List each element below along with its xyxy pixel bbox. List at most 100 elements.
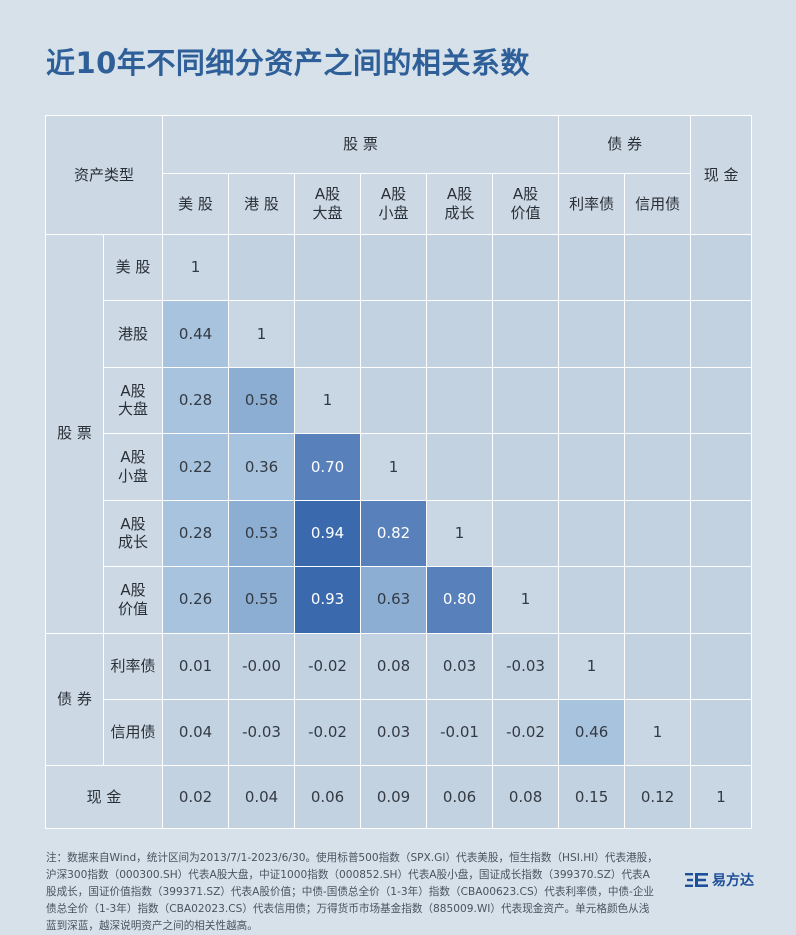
heatmap-cell: 0.04	[228, 765, 296, 829]
empty-cell	[360, 366, 428, 435]
col-header-a-large: A股 大盘	[294, 173, 362, 235]
header-corner: 资产类型	[44, 115, 164, 235]
row-label-a-growth: A股 成长	[102, 499, 164, 568]
row-label-a-value-line1: A股	[120, 581, 146, 600]
col-header-rate-bond: 利率债	[558, 173, 626, 235]
empty-cell	[360, 300, 428, 368]
row-label-a-small-line1: A股	[120, 448, 146, 467]
empty-cell	[492, 233, 560, 302]
heatmap-cell: 1	[228, 300, 296, 368]
empty-cell	[558, 499, 626, 568]
heatmap-cell: 0.12	[624, 765, 692, 829]
page-title: 近10年不同细分资产之间的相关系数	[46, 46, 530, 80]
heatmap-cell: -0.03	[228, 698, 296, 767]
heatmap-cell: 0.82	[360, 499, 428, 568]
heatmap-cell: -0.03	[492, 632, 560, 701]
row-label-a-large-line2: 大盘	[118, 400, 149, 419]
heatmap-cell: 0.02	[162, 765, 230, 829]
row-group-stocks: 股 票	[45, 233, 104, 634]
empty-cell	[624, 233, 692, 302]
heatmap-cell: -0.01	[426, 698, 494, 767]
empty-cell	[426, 366, 494, 435]
col-header-hk: 港 股	[228, 173, 296, 235]
empty-cell	[360, 233, 428, 302]
footnote: 注：数据来自Wind，统计区间为2013/7/1-2023/6/30。使用标普5…	[46, 852, 658, 932]
empty-cell	[558, 566, 626, 634]
empty-cell	[690, 300, 753, 368]
empty-cell	[558, 366, 626, 435]
col-header-a-growth-line2: 成长	[444, 204, 475, 223]
heatmap-cell: -0.02	[294, 698, 362, 767]
row-label-us: 美 股	[102, 233, 164, 302]
heatmap-cell: 0.22	[162, 433, 230, 501]
col-header-a-small-line2: 小盘	[378, 204, 409, 223]
row-label-a-growth-line2: 成长	[118, 533, 149, 552]
heatmap-cell: -0.02	[492, 698, 560, 767]
heatmap-cell: 1	[624, 698, 692, 767]
col-header-a-value-line1: A股	[512, 185, 539, 204]
heatmap-cell: 0.28	[162, 366, 230, 435]
heatmap-cell: 0.03	[360, 698, 428, 767]
heatmap-cell: 0.93	[294, 566, 362, 634]
heatmap-cell: 1	[690, 765, 753, 829]
header-stocks-group: 股 票	[162, 114, 560, 175]
efund-logo-icon	[685, 873, 708, 887]
empty-cell	[690, 233, 753, 302]
heatmap-cell: 0.44	[162, 300, 230, 368]
heatmap-cell: 0.53	[228, 499, 296, 568]
empty-cell	[294, 300, 362, 368]
empty-cell	[558, 433, 626, 501]
empty-cell	[624, 632, 692, 701]
heatmap-cell: 0.08	[360, 632, 428, 701]
correlation-matrix: 资产类型 股 票 债 券 现 金 美 股 港 股 A股 大盘 A股 小盘 A股 成长 …	[44, 114, 753, 829]
heatmap-cell: 0.03	[426, 632, 494, 701]
heatmap-cell: 1	[294, 366, 362, 435]
row-label-a-large: A股 大盘	[102, 366, 164, 435]
header-cash: 现 金	[690, 115, 753, 235]
heatmap-cell: 0.06	[294, 765, 362, 829]
row-label-credit-bond: 信用债	[102, 698, 164, 767]
heatmap-cell: 1	[162, 233, 230, 302]
empty-cell	[492, 433, 560, 501]
heatmap-cell: 0.94	[294, 499, 362, 568]
row-group-bonds: 债 券	[45, 632, 104, 767]
empty-cell	[624, 566, 692, 634]
heatmap-cell: 1	[558, 632, 626, 701]
col-header-a-large-line2: 大盘	[312, 204, 343, 223]
empty-cell	[426, 233, 494, 302]
brand-logo: 易方达	[685, 870, 754, 890]
heatmap-cell: 0.26	[162, 566, 230, 634]
empty-cell	[690, 632, 753, 701]
heatmap-cell: 0.15	[558, 765, 626, 829]
heatmap-cell: 0.58	[228, 366, 296, 435]
row-label-a-growth-line1: A股	[120, 514, 146, 533]
heatmap-cell: 0.63	[360, 566, 428, 634]
heatmap-cell: -0.02	[294, 632, 362, 701]
col-header-a-growth: A股 成长	[426, 173, 494, 235]
empty-cell	[624, 366, 692, 435]
heatmap-cell: 0.01	[162, 632, 230, 701]
heatmap-cell: 0.55	[228, 566, 296, 634]
row-label-a-large-line1: A股	[120, 381, 146, 400]
heatmap-cell: 0.04	[162, 698, 230, 767]
heatmap-cell: 0.06	[426, 765, 494, 829]
empty-cell	[690, 566, 753, 634]
row-label-a-small: A股 小盘	[102, 433, 164, 501]
empty-cell	[690, 366, 753, 435]
empty-cell	[624, 300, 692, 368]
heatmap-cell: 0.28	[162, 499, 230, 568]
col-header-a-growth-line1: A股	[446, 185, 473, 204]
col-header-a-value-line2: 价值	[510, 204, 541, 223]
empty-cell	[426, 433, 494, 501]
empty-cell	[492, 366, 560, 435]
heatmap-cell: -0.00	[228, 632, 296, 701]
row-label-a-value: A股 价值	[102, 566, 164, 634]
empty-cell	[228, 233, 296, 302]
header-bonds-group: 债 券	[558, 114, 692, 175]
heatmap-cell: 1	[426, 499, 494, 568]
row-group-cash: 现 金	[44, 765, 164, 829]
col-header-credit-bond: 信用债	[624, 173, 692, 235]
row-label-a-value-line2: 价值	[118, 599, 149, 618]
empty-cell	[690, 433, 753, 501]
heatmap-cell: 0.09	[360, 765, 428, 829]
